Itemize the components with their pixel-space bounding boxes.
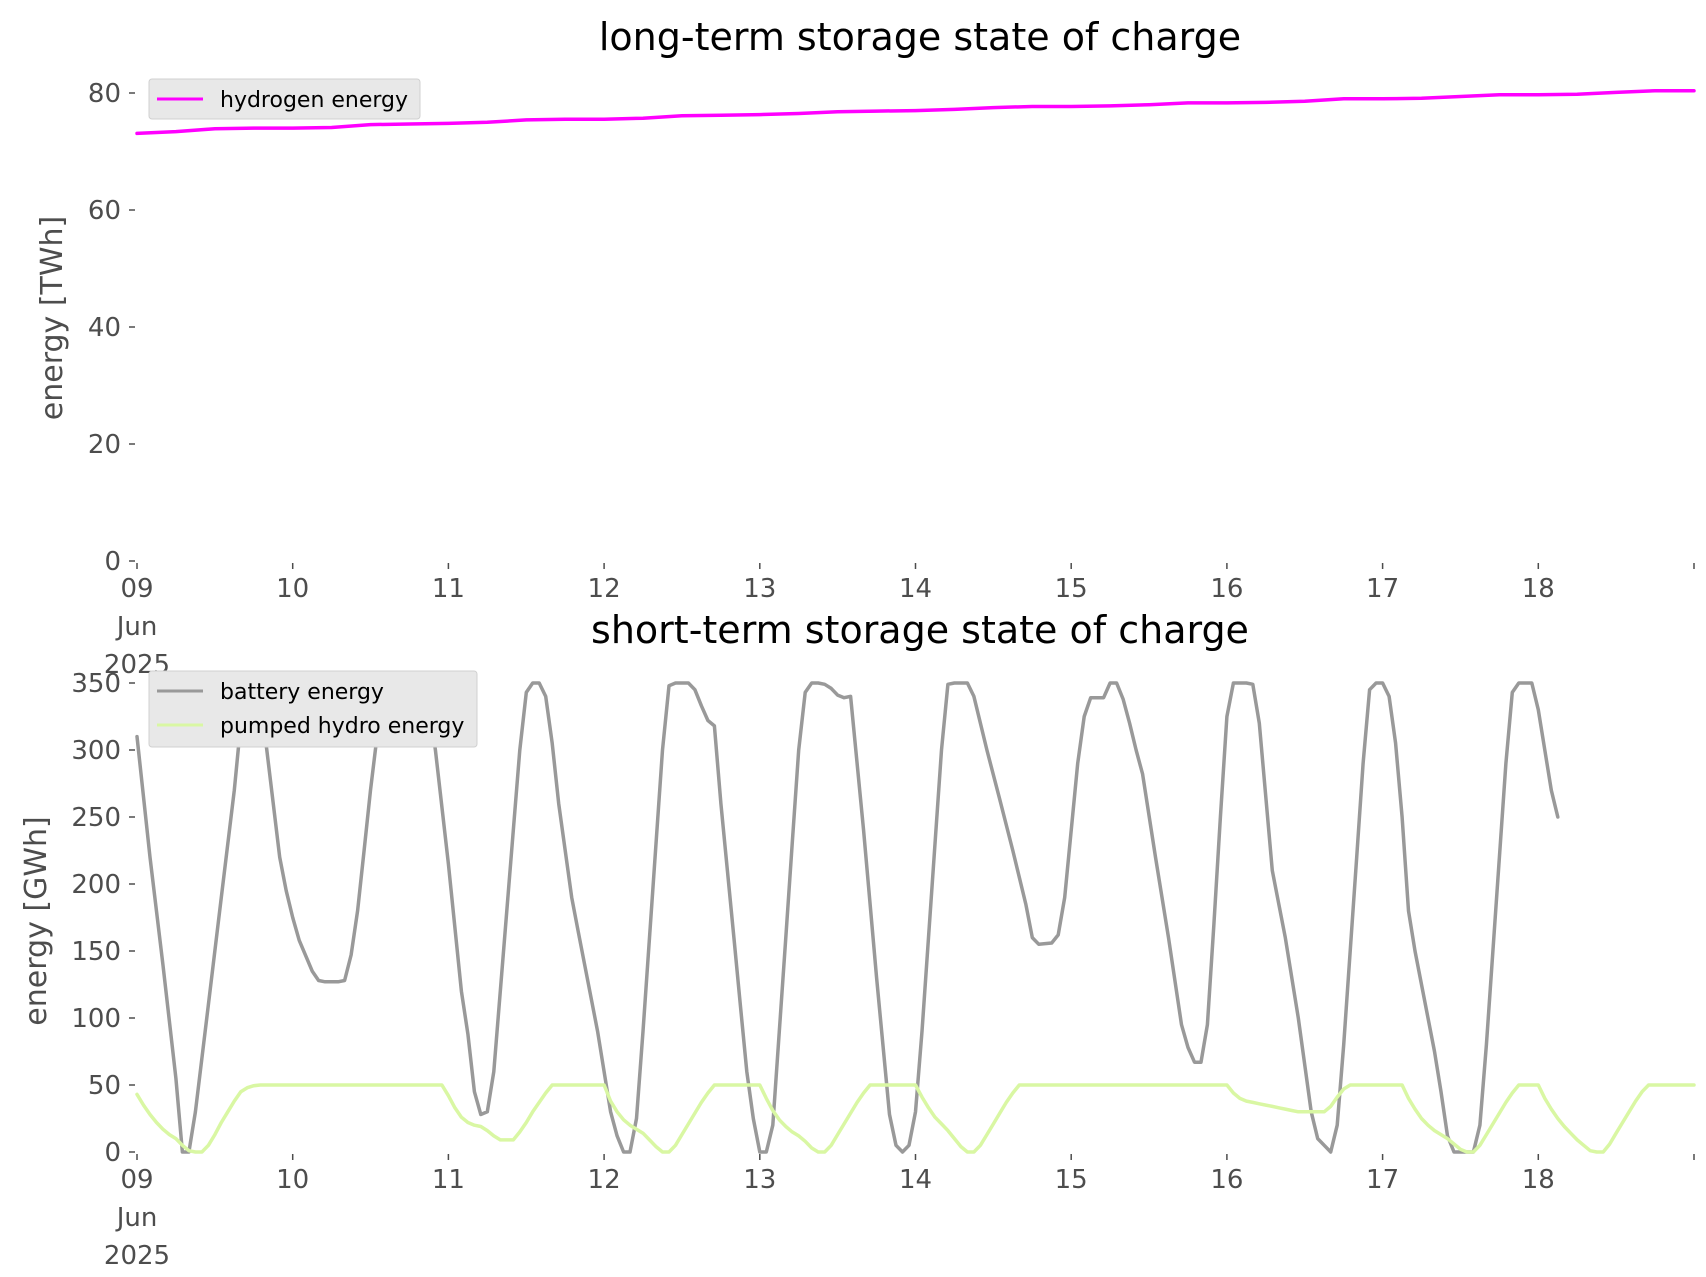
legend-label-battery-energy: battery energy xyxy=(220,680,384,705)
legend-label-pumped-hydro-energy: pumped hydro energy xyxy=(220,714,464,739)
legend-box xyxy=(148,78,421,120)
x-tick-label: 10 xyxy=(276,574,309,604)
legend-label-hydrogen-energy: hydrogen energy xyxy=(220,88,408,113)
x-tick-label: 17 xyxy=(1366,1165,1399,1195)
y-axis-ticks: 0 20 40 60 80 xyxy=(88,79,135,577)
long-term-storage-chart: long-term storage state of charge energy… xyxy=(35,15,1696,680)
x-tick-label: 14 xyxy=(899,574,932,604)
y-tick-label: 80 xyxy=(88,79,121,109)
chart-title: long-term storage state of charge xyxy=(599,15,1241,59)
series-line-hydrogen-energy xyxy=(135,88,1696,136)
y-tick-label: 50 xyxy=(88,1071,121,1101)
x-tick-label: 10 xyxy=(276,1165,309,1195)
y-tick-label: 20 xyxy=(88,430,121,460)
y-axis-label: energy [TWh] xyxy=(35,216,70,420)
x-tick-label: 15 xyxy=(1055,574,1088,604)
x-tick-label: Jun xyxy=(115,612,158,642)
series-lines xyxy=(135,681,1696,1154)
x-tick-label: 12 xyxy=(588,574,621,604)
y-tick-label: 300 xyxy=(71,736,121,766)
legend: hydrogen energy xyxy=(148,78,421,120)
x-tick-label: 09 xyxy=(120,574,153,604)
series-line-battery-energy xyxy=(135,681,1560,1154)
x-tick-label: 18 xyxy=(1522,1165,1555,1195)
y-tick-label: 100 xyxy=(71,1004,121,1034)
y-tick-label: 350 xyxy=(71,669,121,699)
y-tick-label: 60 xyxy=(88,196,121,226)
x-axis-ticks: 09 Jun 2025 10 11 12 13 14 15 16 17 18 xyxy=(104,1154,1695,1271)
chart-title: short-term storage state of charge xyxy=(591,608,1249,652)
legend: battery energy pumped hydro energy xyxy=(148,670,478,748)
series-line-pumped-hydro-energy xyxy=(135,1083,1696,1154)
y-tick-label: 200 xyxy=(71,870,121,900)
x-tick-label: Jun xyxy=(115,1203,158,1233)
y-tick-label: 40 xyxy=(88,313,121,343)
x-tick-label: 13 xyxy=(743,1165,776,1195)
x-tick-label: 16 xyxy=(1210,1165,1243,1195)
y-tick-label: 250 xyxy=(71,803,121,833)
y-tick-label: 0 xyxy=(104,547,121,577)
legend-box xyxy=(148,670,478,748)
x-tick-label: 2025 xyxy=(104,1241,170,1271)
y-tick-label: 150 xyxy=(71,937,121,967)
x-tick-label: 13 xyxy=(743,574,776,604)
series-lines xyxy=(135,88,1696,136)
x-tick-label: 18 xyxy=(1522,574,1555,604)
x-tick-label: 15 xyxy=(1055,1165,1088,1195)
x-tick-label: 09 xyxy=(120,1165,153,1195)
y-axis-ticks: 0 50 100 150 200 250 300 350 xyxy=(71,669,135,1168)
y-axis-label: energy [GWh] xyxy=(19,816,54,1025)
x-tick-label: 16 xyxy=(1210,574,1243,604)
x-tick-label: 14 xyxy=(899,1165,932,1195)
x-tick-label: 12 xyxy=(588,1165,621,1195)
x-tick-label: 11 xyxy=(432,574,465,604)
short-term-storage-chart: short-term storage state of charge energ… xyxy=(19,608,1696,1271)
x-tick-label: 17 xyxy=(1366,574,1399,604)
y-tick-label: 0 xyxy=(104,1138,121,1168)
x-tick-label: 11 xyxy=(432,1165,465,1195)
